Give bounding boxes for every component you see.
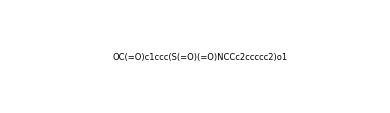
Text: OC(=O)c1ccc(S(=O)(=O)NCCc2ccccc2)o1: OC(=O)c1ccc(S(=O)(=O)NCCc2ccccc2)o1: [112, 53, 287, 61]
